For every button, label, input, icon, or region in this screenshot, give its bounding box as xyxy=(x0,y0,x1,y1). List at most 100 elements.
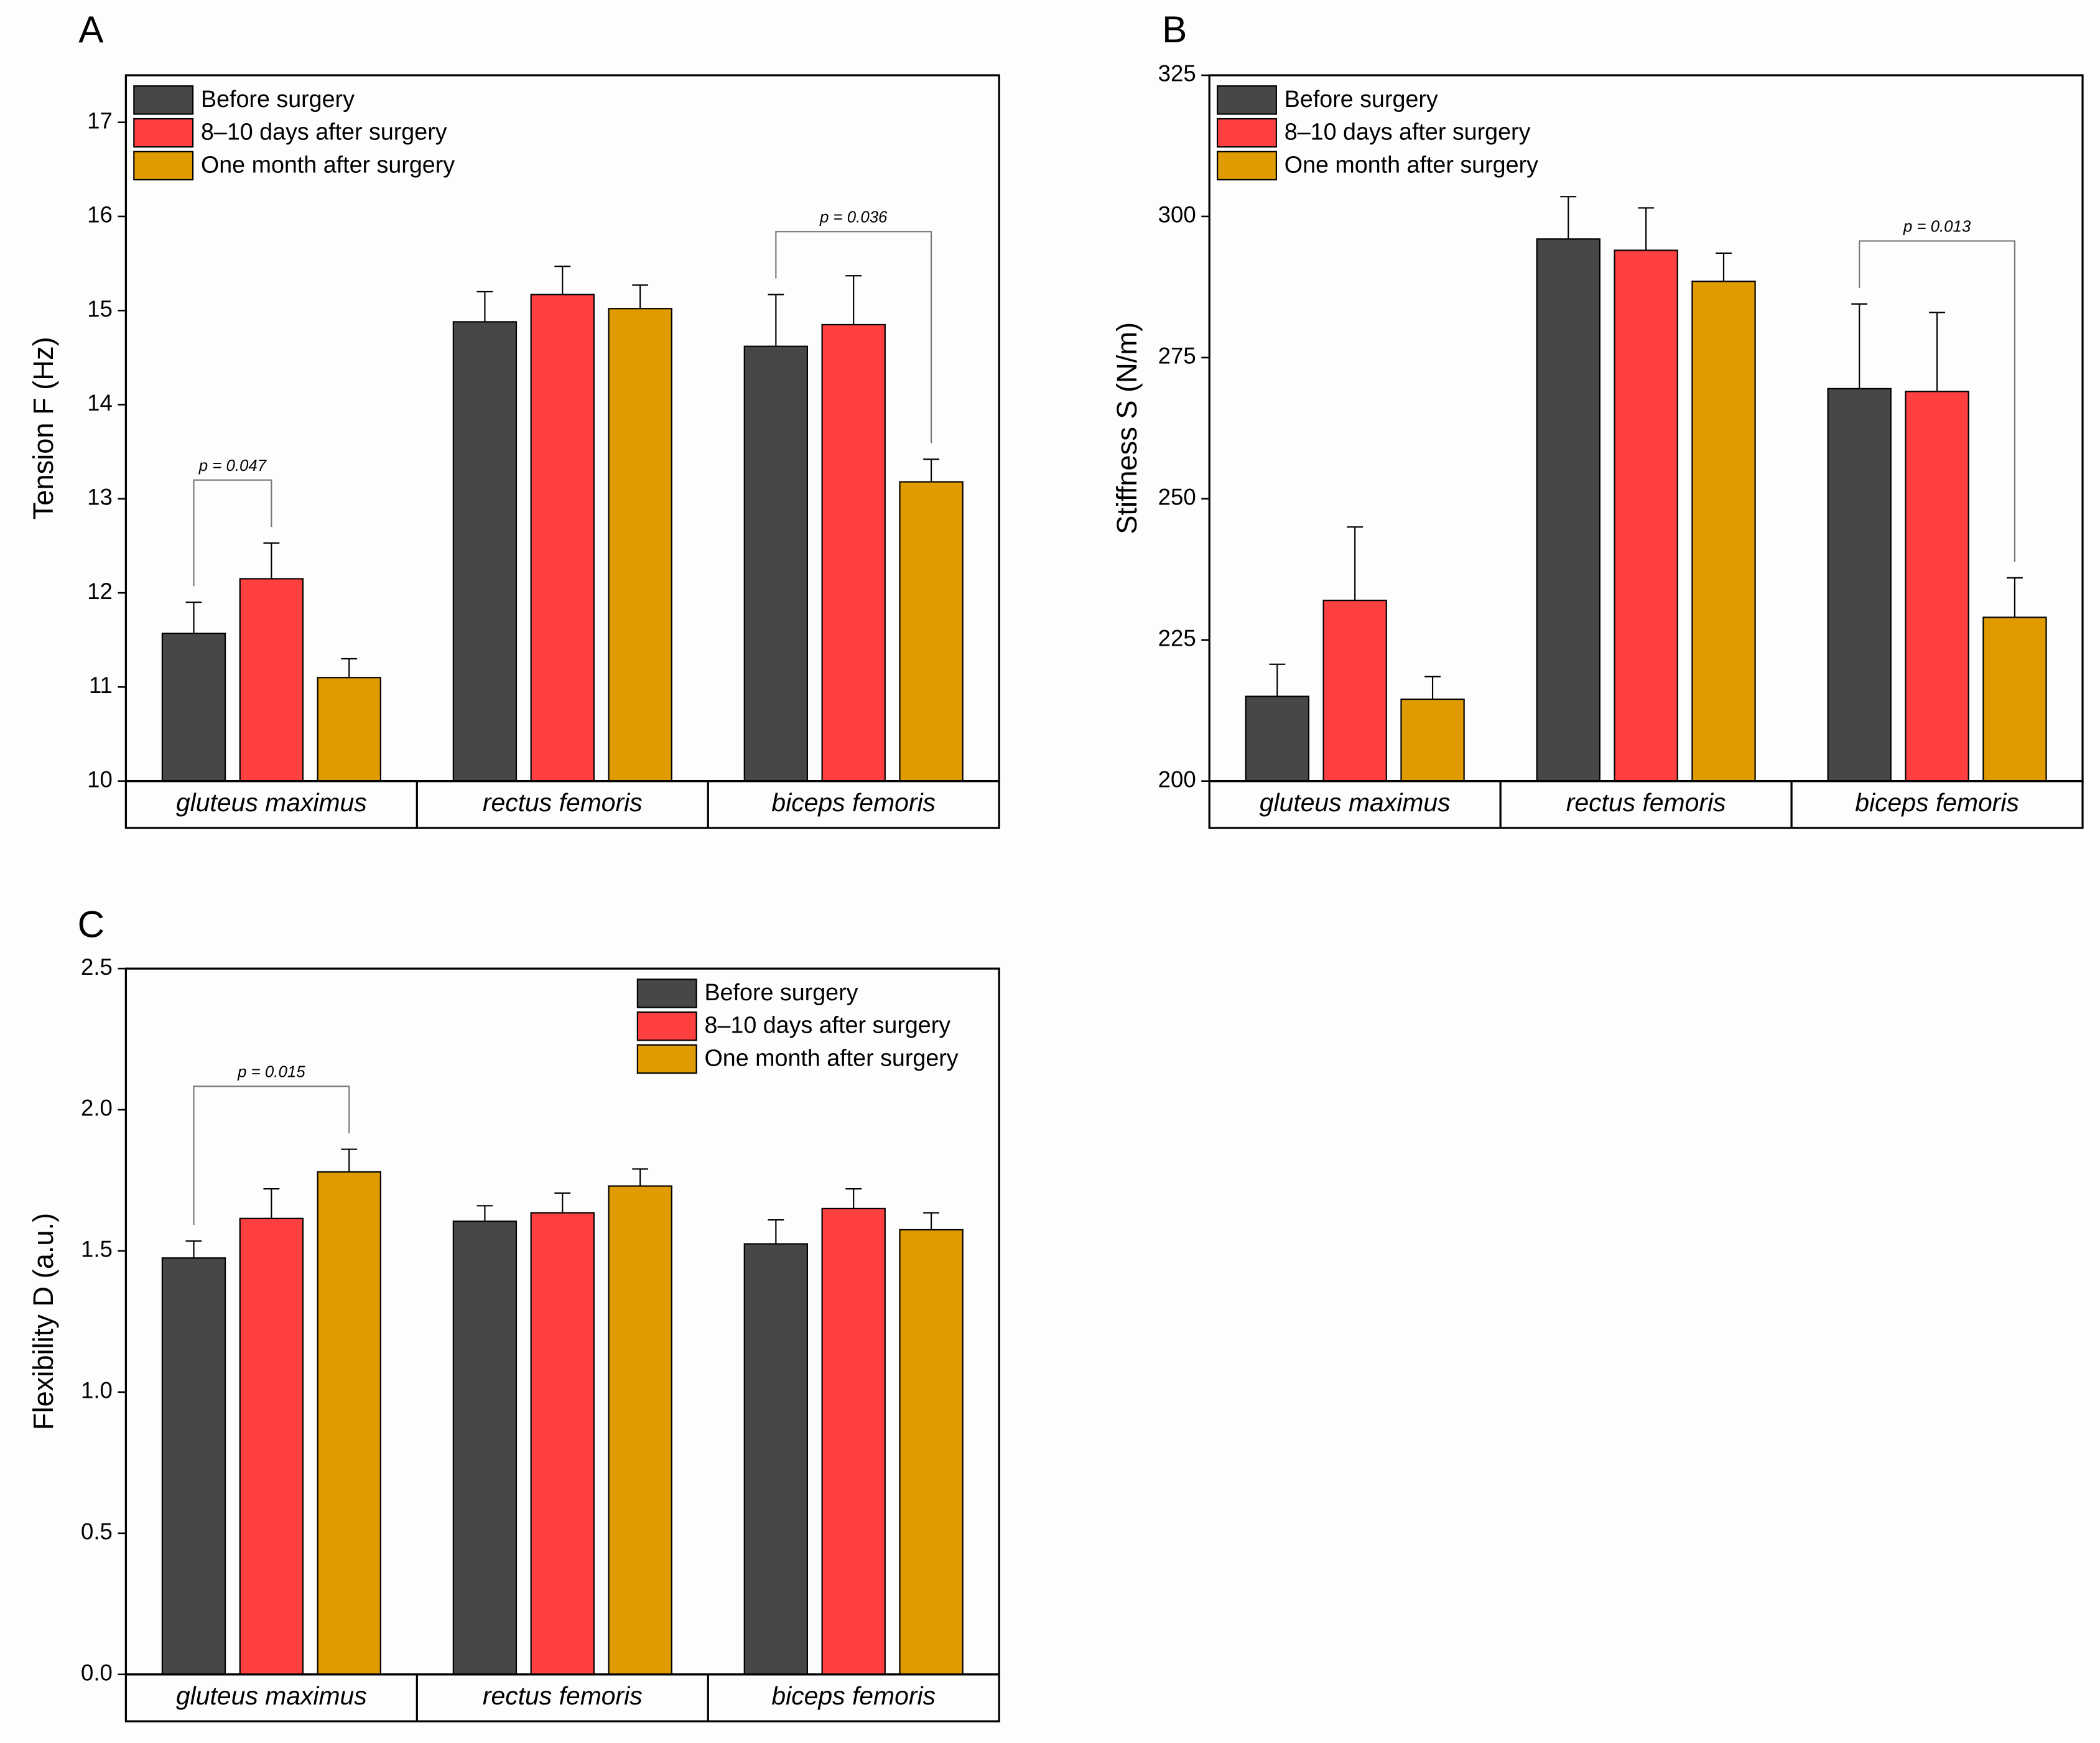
y-tick-label: 14 xyxy=(87,390,113,416)
category-label: rectus femoris xyxy=(1566,788,1726,817)
panel-label: C xyxy=(78,903,105,945)
legend-swatch xyxy=(1217,118,1277,148)
bar xyxy=(608,1185,672,1675)
y-tick-label: 275 xyxy=(1158,343,1196,369)
bar xyxy=(1400,698,1465,782)
bar xyxy=(452,321,518,782)
bar xyxy=(452,1220,518,1675)
error-bar xyxy=(1716,252,1732,282)
plot-frame xyxy=(124,74,1000,783)
y-tick-label: 11 xyxy=(89,672,113,698)
legend-swatch xyxy=(636,978,697,1008)
p-value: p = 0.036 xyxy=(819,209,888,226)
legend-label: Before surgery xyxy=(705,979,858,1005)
bar xyxy=(530,1212,595,1675)
bar xyxy=(1614,249,1678,782)
significance-bracket xyxy=(775,231,932,444)
error-bar xyxy=(1560,196,1577,239)
bar xyxy=(239,1217,304,1675)
y-tick-label: 10 xyxy=(87,766,113,792)
error-bar xyxy=(1269,663,1286,697)
legend-swatch xyxy=(1217,85,1277,115)
significance-bracket xyxy=(193,479,272,587)
legend-swatch xyxy=(133,151,194,181)
bar xyxy=(1905,391,1969,782)
error-bar xyxy=(263,1188,280,1219)
panel-label: B xyxy=(1162,8,1187,50)
y-tick-label: 16 xyxy=(87,202,113,228)
y-axis-label: Tension F (Hz) xyxy=(27,337,59,519)
error-bar xyxy=(554,1192,571,1213)
bar xyxy=(608,308,672,782)
panel-label: A xyxy=(78,8,104,50)
category-label: biceps femoris xyxy=(771,788,936,817)
y-tick-label: 225 xyxy=(1158,625,1196,651)
legend-label: 8–10 days after surgery xyxy=(705,1012,951,1038)
y-axis-label: Stiffness S (N/m) xyxy=(1111,322,1143,534)
error-bar xyxy=(476,1205,493,1222)
error-bar xyxy=(1347,526,1364,601)
error-bar xyxy=(632,1168,649,1186)
legend-swatch xyxy=(636,1011,697,1041)
bar xyxy=(161,633,226,782)
legend-swatch xyxy=(1217,151,1277,181)
y-tick-label: 15 xyxy=(87,296,113,322)
y-tick-label: 0.5 xyxy=(81,1518,113,1544)
legend-label: One month after surgery xyxy=(201,151,455,177)
error-bar xyxy=(1424,676,1441,700)
bar xyxy=(743,345,809,782)
category-label: gluteus maximus xyxy=(1260,788,1451,817)
legend-swatch xyxy=(133,118,194,148)
y-tick-label: 2.0 xyxy=(81,1095,113,1121)
y-tick-label: 13 xyxy=(87,484,113,509)
y-tick-label: 2.5 xyxy=(81,954,113,980)
bar xyxy=(317,677,381,782)
y-tick-label: 325 xyxy=(1158,61,1196,86)
plot-frame xyxy=(1208,74,2084,783)
error-bar xyxy=(923,1212,940,1230)
legend-label: 8–10 days after surgery xyxy=(1285,119,1531,145)
y-tick-label: 1.5 xyxy=(81,1237,113,1262)
category-label: gluteus maximus xyxy=(176,788,367,817)
y-tick-label: 0.0 xyxy=(81,1660,113,1685)
bar xyxy=(1691,281,1756,782)
category-label: rectus femoris xyxy=(483,788,643,817)
error-bar xyxy=(845,1188,862,1209)
bar xyxy=(1322,600,1387,782)
bar xyxy=(821,1207,886,1675)
legend-label: Before surgery xyxy=(201,86,355,112)
bar xyxy=(1827,388,1892,782)
y-axis-label: Flexibility D (a.u.) xyxy=(27,1213,59,1430)
bar xyxy=(161,1257,226,1675)
error-bar xyxy=(341,658,358,678)
p-value: p = 0.013 xyxy=(1903,218,1971,236)
legend-label: Before surgery xyxy=(1285,86,1438,112)
bar xyxy=(1245,695,1309,782)
error-bar xyxy=(263,542,280,579)
legend-swatch xyxy=(636,1044,697,1074)
significance-bracket xyxy=(1859,240,2015,562)
bar xyxy=(743,1243,809,1675)
error-bar xyxy=(1929,312,1945,392)
bar xyxy=(239,578,304,782)
error-bar xyxy=(923,458,940,482)
legend-label: One month after surgery xyxy=(1285,151,1538,177)
category-label: biceps femoris xyxy=(771,1681,936,1710)
error-bar xyxy=(185,602,202,634)
legend-label: One month after surgery xyxy=(705,1044,959,1071)
bar xyxy=(1982,616,2047,782)
bar xyxy=(317,1171,381,1675)
error-bar xyxy=(341,1148,358,1172)
error-bar xyxy=(1638,207,1655,251)
legend-swatch xyxy=(133,85,194,115)
p-value: p = 0.015 xyxy=(237,1064,305,1081)
category-label: rectus femoris xyxy=(483,1681,643,1710)
bar xyxy=(530,294,595,782)
bar xyxy=(1536,238,1601,782)
error-bar xyxy=(768,1219,784,1244)
y-tick-label: 1.0 xyxy=(81,1378,113,1403)
plot-frame xyxy=(124,967,1000,1676)
error-bar xyxy=(768,294,784,346)
y-tick-label: 12 xyxy=(87,579,113,604)
y-tick-label: 300 xyxy=(1158,202,1196,228)
